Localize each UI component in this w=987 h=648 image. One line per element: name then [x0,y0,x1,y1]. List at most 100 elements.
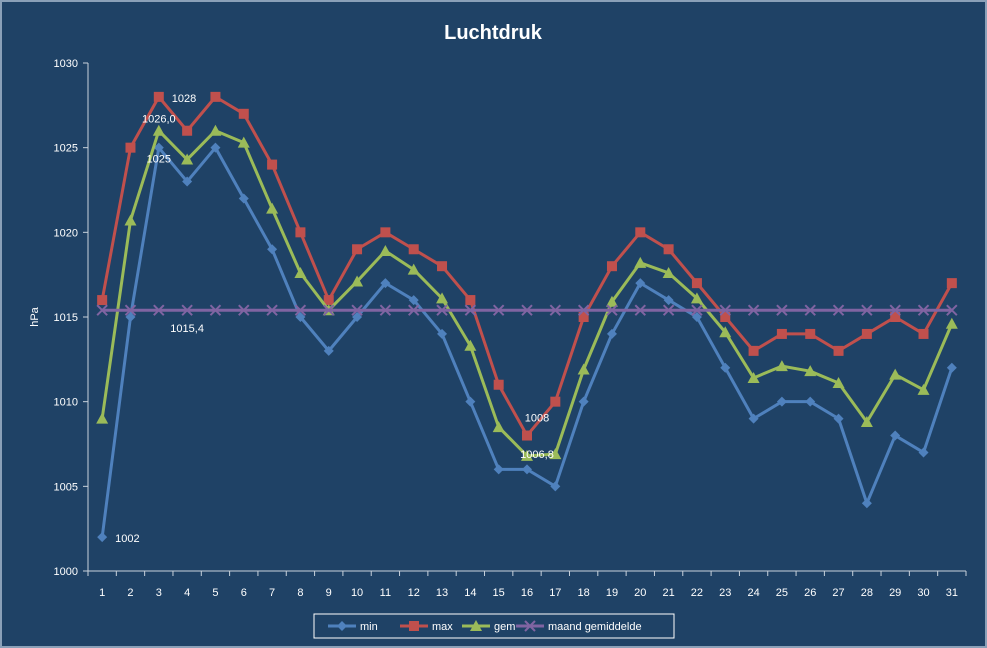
data-point-min [125,312,136,322]
data-point-min [691,312,702,322]
x-tick-label: 19 [606,587,618,599]
data-point-min [352,312,363,322]
legend-marker [337,621,347,631]
data-point-min [578,396,589,407]
data-point-min [663,295,674,306]
data-point-maand-gemiddelde [408,304,420,316]
x-tick-label: 14 [464,587,476,599]
x-tick-label: 8 [297,587,303,599]
x-tick-label: 25 [776,587,788,599]
data-point-maand-gemiddelde [889,304,901,316]
x-tick-label: 13 [436,587,448,599]
data-point-min [890,430,901,441]
data-point-max [578,312,589,322]
data-point-min [550,481,561,492]
legend-label: maand gemiddelde [548,621,642,633]
x-tick-label: 7 [269,587,275,599]
data-point-max [918,328,929,339]
x-tick-label: 1 [99,587,105,599]
y-tick-label: 1005 [54,481,78,493]
data-point-max [720,312,731,322]
data-point-gem [605,295,618,307]
data-point-max [550,396,561,407]
series-layer [96,91,958,543]
x-tick-label: 6 [241,587,247,599]
data-point-min [465,396,476,407]
data-point-maand-gemiddelde [549,304,562,316]
legend-marker [524,620,536,632]
x-tick-label: 29 [889,587,901,599]
data-point-maand-gemiddelde [294,304,307,316]
data-point-max [295,227,306,238]
y-tick-label: 1010 [54,397,78,409]
data-point-max [210,91,221,102]
x-tick-label: 3 [156,587,162,599]
series-min [97,142,957,543]
x-tick-label: 20 [634,587,646,599]
data-point-maand-gemiddelde [181,304,193,316]
data-point-min [493,464,504,475]
data-point-max [946,278,957,289]
data-point-gem [209,124,222,136]
data-point-gem [294,266,307,278]
data-label: 1006,8 [520,449,554,461]
data-point-gem [690,292,703,304]
legend-label: max [432,621,453,633]
data-point-maand-gemiddelde [606,304,618,316]
data-point-min [295,312,306,322]
x-tick-label: 27 [832,587,844,599]
y-tick-label: 1020 [54,227,78,239]
x-tick-label: 21 [662,587,674,599]
data-point-min [805,396,816,407]
legend: min max gem maand gemiddelde [313,613,675,639]
data-point-maand-gemiddelde [323,304,335,316]
data-point-max [97,295,108,306]
data-point-maand-gemiddelde [804,304,816,316]
annotation-layer: 1002 1028 1026,0 1025 1015,4 1008 1006,8 [115,93,554,545]
series-maand-gemiddelde [96,304,958,316]
data-point-maand-gemiddelde [124,304,137,316]
x-tick-label: 31 [946,587,958,599]
x-tick-label: 23 [719,587,731,599]
legend-entry: max [400,621,453,633]
data-point-maand-gemiddelde [662,304,675,316]
data-point-maand-gemiddelde [492,304,505,316]
data-label: 1015,4 [170,323,204,335]
legend-entry: min [328,621,378,633]
data-point-gem [379,244,392,256]
data-point-maand-gemiddelde [832,304,845,316]
data-point-min [918,447,929,458]
data-point-maand-gemiddelde [351,304,363,316]
data-point-max [748,345,759,356]
data-point-maand-gemiddelde [776,304,788,316]
x-tick-label: 12 [408,587,420,599]
data-point-max [635,227,646,238]
series-gem [96,124,958,461]
x-tick-label: 15 [493,587,505,599]
data-point-min [97,532,108,543]
data-point-min [748,413,759,424]
data-point-max [861,328,872,339]
legend-label: gem [494,621,515,633]
y-tick-label: 1025 [54,143,78,155]
data-point-gem [492,421,505,433]
x-tick-label: 18 [578,587,590,599]
data-point-gem [436,292,449,304]
data-point-gem [945,317,958,329]
data-point-max [606,261,617,272]
data-point-gem [917,383,930,395]
data-point-maand-gemiddelde [238,304,250,316]
data-point-min [635,278,646,289]
data-point-max [352,244,363,255]
legend-marker [409,621,419,631]
legend-label: min [360,621,378,633]
data-point-maand-gemiddelde [946,304,958,316]
legend-box [313,613,675,639]
data-point-gem [351,275,364,287]
legend-marker [470,620,482,631]
data-point-gem [662,266,675,278]
data-point-min [833,413,844,424]
data-point-gem [804,365,817,377]
data-point-max [267,159,278,170]
